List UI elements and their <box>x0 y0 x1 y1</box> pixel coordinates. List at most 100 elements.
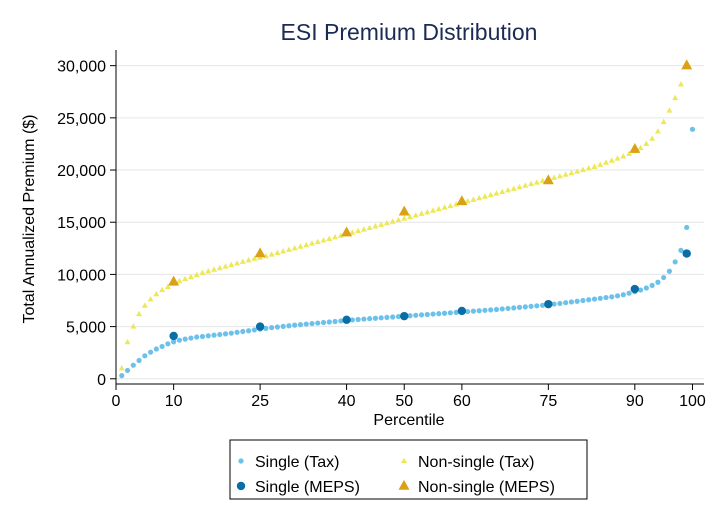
non-single-tax-point <box>199 269 206 275</box>
non-single-tax-point <box>626 150 633 156</box>
single-tax-point <box>222 331 229 337</box>
x-tick-label: 90 <box>626 393 644 410</box>
non-single-tax-point <box>332 234 339 240</box>
non-single-tax-point <box>222 263 229 269</box>
non-single-tax-point <box>360 226 367 232</box>
non-single-tax-point <box>493 190 500 196</box>
single-tax-point <box>418 312 425 318</box>
non-single-tax-point <box>666 107 673 113</box>
x-tick-label: 50 <box>395 393 413 410</box>
non-single-meps-point <box>254 247 266 258</box>
y-axis-label: Total Annualized Premium ($) <box>21 115 38 324</box>
non-single-tax-point <box>355 227 362 234</box>
non-single-tax-point <box>407 213 413 220</box>
y-tick-label: 25,000 <box>57 111 106 128</box>
single-tax-point <box>355 316 361 323</box>
non-single-tax-point <box>614 155 621 161</box>
chart-title: ESI Premium Distribution <box>281 19 538 45</box>
non-single-tax-point <box>487 191 494 198</box>
non-single-tax-point <box>239 258 246 264</box>
single-tax-point <box>603 294 609 301</box>
non-single-tax-point <box>643 140 650 146</box>
non-single-tax-point <box>182 275 189 282</box>
single-tax-point <box>684 224 690 231</box>
single-meps-point <box>255 322 265 331</box>
non-single-tax-point <box>677 81 684 87</box>
single-tax-point <box>505 305 511 312</box>
single-tax-point <box>643 285 649 291</box>
single-tax-point <box>274 324 281 330</box>
non-single-tax-point <box>603 159 609 165</box>
x-tick-label: 0 <box>112 393 121 410</box>
single-tax-point <box>211 332 217 338</box>
x-tick-label: 25 <box>251 393 269 410</box>
non-single-tax-point <box>326 235 333 241</box>
single-tax-point <box>470 308 477 314</box>
single-tax-point <box>689 126 696 132</box>
non-single-tax-point <box>418 210 425 216</box>
non-single-tax-point <box>389 218 396 224</box>
single-tax-point <box>661 274 667 281</box>
non-single-tax-point <box>505 187 511 193</box>
single-tax-point <box>528 303 534 309</box>
single-tax-point <box>349 317 355 323</box>
y-tick-label: 10,000 <box>57 267 106 284</box>
single-tax-point <box>591 296 598 302</box>
non-single-tax-point <box>280 248 287 254</box>
non-single-meps-point <box>398 205 410 216</box>
single-tax-point <box>269 325 275 331</box>
single-tax-point <box>234 329 240 335</box>
non-single-tax-point <box>585 165 592 171</box>
single-tax-point <box>378 315 384 321</box>
single-tax-point <box>338 318 344 324</box>
single-tax-point <box>563 300 569 306</box>
non-single-tax-point <box>211 266 217 272</box>
non-single-tax-point <box>447 202 454 209</box>
single-tax-point <box>482 307 488 313</box>
legend-label-non-single-tax: Non-single (Tax) <box>418 454 534 471</box>
non-single-tax-point <box>522 182 529 188</box>
single-tax-point <box>453 309 459 315</box>
single-meps-point <box>682 249 691 258</box>
single-tax-point <box>649 282 655 288</box>
y-tick-label: 0 <box>97 372 106 389</box>
single-tax-point <box>493 306 500 313</box>
legend-label-non-single-meps: Non-single (MEPS) <box>418 479 555 496</box>
non-single-tax-point <box>274 249 281 256</box>
single-tax-point <box>228 330 234 336</box>
non-single-tax-point <box>649 135 656 141</box>
non-single-tax-point <box>176 277 183 284</box>
single-tax-point <box>430 311 436 317</box>
legend-label-single-tax: Single (Tax) <box>255 454 339 471</box>
x-tick-label: 10 <box>165 393 183 410</box>
single-tax-point <box>626 290 632 296</box>
non-single-meps-point <box>681 59 693 70</box>
single-tax-point <box>441 310 448 316</box>
non-single-tax-point <box>591 163 598 169</box>
single-meps-point <box>400 311 409 321</box>
legend-label-single-meps: Single (MEPS) <box>255 479 360 496</box>
single-tax-point <box>130 362 136 368</box>
single-meps-point <box>169 331 178 341</box>
single-tax-point <box>574 298 580 304</box>
non-single-tax-point <box>499 188 506 195</box>
non-single-tax-point <box>608 157 615 163</box>
single-tax-point <box>447 310 453 316</box>
non-single-tax-point <box>337 232 344 238</box>
single-tax-point <box>551 301 557 307</box>
single-tax-point <box>655 279 661 285</box>
single-tax-point <box>332 318 338 325</box>
non-single-tax-point <box>228 261 235 268</box>
non-single-tax-point <box>366 224 373 231</box>
non-single-tax-point <box>136 310 143 317</box>
non-single-meps-point <box>629 143 641 153</box>
non-single-tax-point <box>660 118 667 125</box>
single-tax-point <box>597 295 603 301</box>
single-tax-point <box>147 349 154 355</box>
single-tax-point <box>136 357 142 364</box>
non-single-tax-point <box>476 194 483 201</box>
single-tax-point <box>280 323 286 329</box>
non-single-tax-point <box>579 166 586 173</box>
single-tax-point <box>245 328 252 334</box>
